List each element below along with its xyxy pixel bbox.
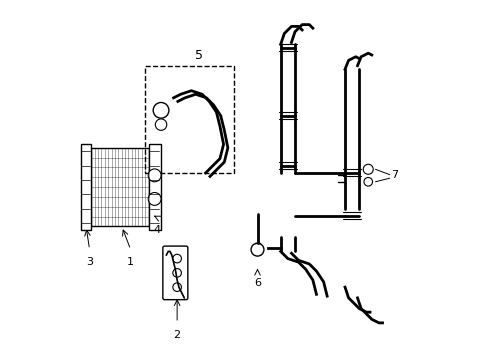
Bar (148, 144, 161, 230)
Circle shape (173, 269, 181, 277)
Circle shape (148, 169, 161, 182)
Circle shape (251, 243, 264, 256)
Bar (81, 144, 92, 230)
Text: 5: 5 (195, 49, 202, 62)
Text: 6: 6 (254, 278, 261, 288)
Circle shape (155, 119, 167, 130)
Text: 3: 3 (86, 257, 93, 267)
Text: 1: 1 (127, 257, 134, 267)
Text: 7: 7 (392, 170, 398, 180)
Bar (92, 148, 148, 226)
Bar (145, 66, 234, 173)
Circle shape (173, 283, 181, 292)
Circle shape (153, 103, 169, 118)
Circle shape (363, 164, 373, 174)
FancyBboxPatch shape (163, 246, 188, 300)
Circle shape (364, 177, 372, 186)
Circle shape (148, 193, 161, 205)
Circle shape (173, 254, 181, 263)
Text: 2: 2 (173, 330, 181, 340)
Text: 4: 4 (154, 225, 161, 235)
